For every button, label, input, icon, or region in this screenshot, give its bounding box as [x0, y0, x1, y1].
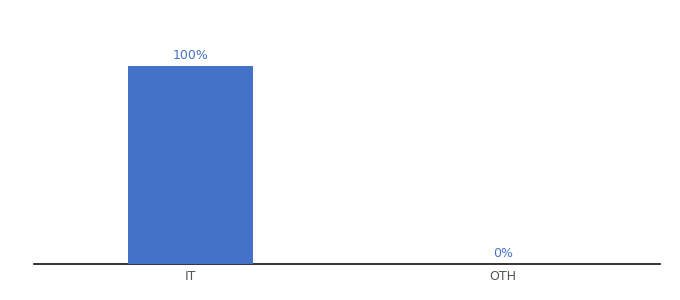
Text: 100%: 100%	[173, 49, 208, 62]
Text: 0%: 0%	[493, 247, 513, 260]
Bar	[128, 66, 253, 264]
